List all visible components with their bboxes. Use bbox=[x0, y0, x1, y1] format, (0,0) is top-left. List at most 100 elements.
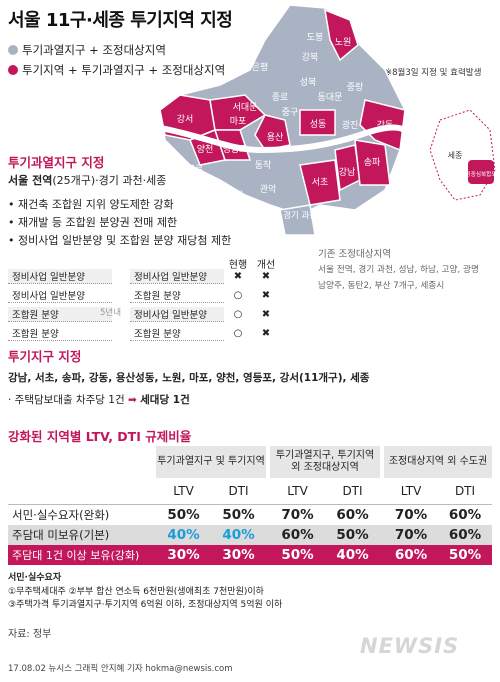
ltv-dti-table: 투기과열지구 및 투기지역 투기과열지구, 투기지역 외 조정대상지역 조정대상… bbox=[8, 446, 492, 565]
label-nowon: 노원 bbox=[335, 37, 352, 48]
right-row-3-improved: ✖ bbox=[261, 309, 271, 320]
row-3-background bbox=[8, 545, 492, 565]
row-3-val-1: 30% bbox=[167, 547, 200, 563]
section1-heading: 투기과열지구 지정 bbox=[8, 155, 105, 170]
label-dongjak: 동작 bbox=[255, 160, 272, 171]
section1-bullet-3: • 정비사업 일반분양 및 조합원 분양 재당첨 제한 bbox=[8, 234, 232, 247]
legend-gray-label: 투기과열지구 + 조정대상지역 bbox=[22, 43, 166, 57]
right-row-1-improved: ✖ bbox=[261, 271, 271, 282]
group-header-3: 조정대상지역 외 수도권 bbox=[384, 446, 492, 478]
group-header-1: 투기과열지구 및 투기지역 bbox=[156, 446, 266, 478]
label-seodaemun: 서대문 bbox=[233, 102, 258, 113]
right-row-4-current: ○ bbox=[233, 328, 243, 339]
row-2-background bbox=[8, 525, 492, 545]
source-text: 자료: 정부 bbox=[8, 629, 52, 640]
district-songpa-shape bbox=[354, 139, 391, 186]
row-3-val-3: 50% bbox=[281, 547, 314, 563]
label-eunpyeong: 은평 bbox=[252, 62, 269, 73]
row-1-val-1: 50% bbox=[167, 507, 200, 523]
section2-heading: 투기지구 지정 bbox=[8, 349, 82, 364]
existing-line-2: 남양주, 동탄2, 부산 7개구, 세종시 bbox=[318, 281, 445, 291]
row-2-label: 주담대 미보유(기본) bbox=[12, 528, 110, 542]
label-yongsan: 용산 bbox=[267, 132, 284, 143]
left-row-2: 정비사업 일반분양 bbox=[8, 288, 112, 303]
row-2-val-4: 50% bbox=[336, 527, 369, 543]
bullet-2-text: 재개발 등 조합원 분양권 전매 제한 bbox=[18, 216, 178, 229]
label-gangnam: 강남 bbox=[339, 167, 356, 178]
section1-scope: 서울 전역(25개구)·경기 과천·세종 bbox=[8, 172, 166, 188]
section3-heading: 강화된 지역별 LTV, DTI 규제비율 bbox=[8, 429, 192, 444]
right-row-4: 조합원 분양 bbox=[130, 326, 224, 341]
left-row-3: 조합원 분양 bbox=[8, 307, 112, 322]
existing-title: 기존 조정대상지역 bbox=[318, 249, 391, 260]
label-dobong: 도봉 bbox=[307, 32, 324, 43]
label-gwacheon: 경기 과천 bbox=[283, 210, 317, 221]
right-row-1-current: ✖ bbox=[233, 271, 243, 282]
section2-loan: · 주택담보대출 차주당 1건 ➡ 세대당 1건 bbox=[8, 392, 190, 407]
label-sejong: 세종 bbox=[448, 151, 463, 160]
label-guro: 구로 bbox=[187, 164, 204, 175]
left-row-1: 정비사업 일반분양 bbox=[8, 269, 112, 284]
notice-text: ※8월3일 지정 및 효력발생 bbox=[385, 68, 482, 78]
legend-pink: 투기지역 + 투기과열지구 + 조정대상지역 bbox=[8, 62, 225, 78]
label-gangbuk: 강북 bbox=[302, 52, 319, 63]
section2-districts: 강남, 서초, 송파, 강동, 용산성동, 노원, 마포, 양천, 영등포, 강… bbox=[8, 372, 370, 384]
row-1-val-2: 50% bbox=[222, 507, 255, 523]
loan-prefix: · 주택담보대출 차주당 1건 bbox=[8, 394, 125, 406]
group-header-2: 투기과열지구, 투기지역 외 조정대상지역 bbox=[270, 446, 380, 478]
comparison-left: 정비사업 일반분양 정비사업 일반분양 조합원 분양 조합원 분양 bbox=[8, 268, 112, 342]
right-row-2-improved: ✖ bbox=[261, 290, 271, 301]
sejong-shape bbox=[429, 109, 496, 201]
loan-suffix: 세대당 1건 bbox=[140, 394, 190, 406]
section1-bullet-1: • 재건축 조합원 지위 양도제한 강화 bbox=[8, 198, 174, 211]
label-dongdaemun: 동대문 bbox=[318, 92, 343, 103]
newsis-logo: NEWSIS bbox=[360, 634, 460, 658]
legend-gray-swatch bbox=[8, 45, 18, 55]
sub-header-3: LTV bbox=[287, 484, 308, 498]
right-row-3: 정비사업 일반분양 bbox=[130, 307, 224, 322]
row-2-val-5: 70% bbox=[394, 527, 428, 543]
district-gangdong-shape bbox=[359, 99, 406, 152]
label-songpa: 송파 bbox=[364, 157, 381, 168]
label-geumcheon: 금천 bbox=[227, 190, 244, 201]
section1-bullet-2: • 재개발 등 조합원 분양권 전매 제한 bbox=[8, 216, 178, 229]
han-river bbox=[159, 124, 407, 154]
label-gwangjin: 광진 bbox=[342, 119, 359, 131]
label-junggu: 중구 bbox=[282, 107, 299, 118]
row-1-val-3: 70% bbox=[281, 507, 314, 523]
label-jongno: 종로 bbox=[272, 92, 289, 103]
right-row-2: 조합원 분양 bbox=[130, 288, 224, 303]
right-row-3-current: ○ bbox=[233, 309, 243, 320]
label-seocho: 서초 bbox=[312, 177, 329, 188]
gwacheon-shape bbox=[279, 204, 316, 236]
row-2-val-2: 40% bbox=[222, 527, 255, 543]
district-seongdong-shape bbox=[299, 109, 336, 136]
bullet-1-text: 재건축 조합원 지위 양도제한 강화 bbox=[18, 198, 174, 211]
label-seongdong: 성동 bbox=[310, 119, 327, 130]
legend-gray: 투기과열지구 + 조정대상지역 bbox=[8, 42, 166, 58]
district-seocho-shape bbox=[299, 159, 341, 206]
row-1-val-5: 70% bbox=[394, 507, 428, 523]
seoul-map: 도봉 노원 강북 은평 성북 종로 동대문 중랑 서대문 마포 중구 강서 성동… bbox=[159, 4, 500, 236]
row-3-val-2: 30% bbox=[222, 547, 255, 563]
label-gangdong: 강동 bbox=[377, 120, 394, 131]
row-3-val-6: 50% bbox=[448, 547, 482, 563]
right-row-2-current: ○ bbox=[233, 290, 243, 301]
sub-header-1: LTV bbox=[173, 484, 194, 498]
label-yeongdeungpo: 영등포 bbox=[223, 144, 248, 155]
arrow-icon: ➡ bbox=[127, 394, 137, 406]
section1-scope-bold: 서울 전역 bbox=[8, 174, 53, 187]
label-seongbuk: 성북 bbox=[300, 77, 317, 88]
right-row-4-improved: ✖ bbox=[261, 328, 271, 339]
legend-pink-label: 투기지역 + 투기과열지구 + 조정대상지역 bbox=[22, 63, 226, 77]
right-row-1: 정비사업 일반분양 bbox=[130, 269, 224, 284]
legend-pink-swatch bbox=[8, 65, 18, 75]
left-row-4: 조합원 분양 bbox=[8, 326, 112, 341]
existing-line-1: 서울 전역, 경기 과천, 성남, 하남, 고양, 광명 bbox=[318, 265, 480, 275]
section1-scope-rest: (25개구)·경기 과천·세종 bbox=[52, 174, 167, 187]
sub-header-2: DTI bbox=[228, 484, 249, 498]
footnote-line-1: ①무주택세대주 ②부부 합산 연소득 6천만원(생애최초 7천만원)이하 bbox=[8, 587, 264, 597]
bullet-3-text: 정비사업 일반분양 및 조합원 분양 재당첨 제한 bbox=[18, 234, 232, 247]
page-title: 서울 11구·세종 투기지역 지정 bbox=[8, 10, 233, 31]
row-3-val-4: 40% bbox=[336, 547, 369, 563]
